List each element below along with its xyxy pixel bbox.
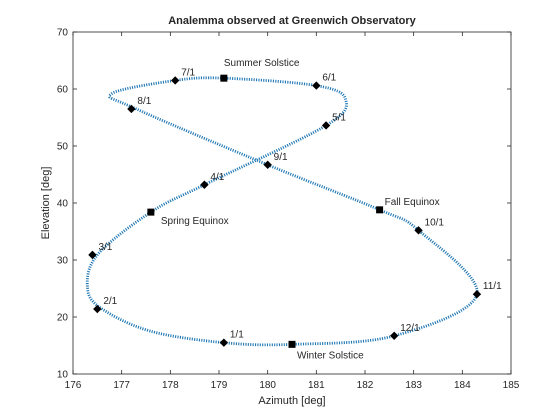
x-tick-label: 178 (162, 380, 179, 391)
marker-diamond-9-1 (263, 160, 272, 170)
marker-diamond-7-1 (171, 76, 180, 85)
x-tick-label: 185 (503, 380, 520, 391)
marker-diamond-2-1 (93, 304, 102, 314)
marker-diamond-12-1 (390, 331, 399, 341)
marker-diamond-8-1 (127, 104, 136, 114)
marker-label-6-1: 6/1 (322, 73, 336, 84)
marker-label-fall-equinox: Fall Equinox (385, 197, 440, 208)
marker-diamond-1-1 (219, 338, 229, 347)
marker-label-11-1: 11/1 (483, 281, 502, 292)
marker-diamond-6-1 (312, 81, 321, 90)
x-tick-label: 176 (65, 380, 82, 391)
x-tick-label: 181 (308, 380, 325, 391)
marker-label-10-1: 10/1 (425, 217, 445, 228)
axes-box (72, 31, 512, 375)
marker-diamond-11-1 (472, 290, 482, 299)
y-tick-label: 10 (57, 370, 69, 381)
marker-label-7-1: 7/1 (181, 67, 195, 78)
marker-label-2-1: 2/1 (103, 296, 117, 307)
marker-label-layer: 1/1 2/1 3/1 4/1 5/1 6/1 7/1 8/1 9/1 10/1 11/1 12/1 S… (98, 58, 502, 361)
marker-square-summer-solstice (220, 74, 228, 82)
x-tick-label: 182 (357, 380, 374, 391)
y-axis-label: Elevation [deg] (40, 167, 52, 240)
y-tick-label: 20 (57, 313, 69, 324)
marker-label-8-1: 8/1 (137, 96, 151, 107)
y-tick-label: 60 (57, 85, 69, 96)
marker-label-12-1: 12/1 (400, 323, 420, 334)
x-tick-label: 183 (405, 380, 422, 391)
marker-diamond-5-1 (321, 121, 331, 130)
chart-title: Analemma observed at Greenwich Observato… (168, 15, 416, 27)
marker-square-fall-equinox (376, 206, 384, 214)
marker-label-spring-equinox: Spring Equinox (161, 216, 229, 227)
marker-square-winter-solstice (288, 340, 296, 348)
x-tick-label: 177 (113, 380, 130, 391)
marker-label-1-1: 1/1 (230, 330, 244, 341)
marker-square-spring-equinox (147, 208, 155, 216)
y-tick-label: 30 (57, 256, 69, 267)
x-axis-label: Azimuth [deg] (258, 395, 325, 407)
marker-diamond-10-1 (414, 226, 423, 235)
marker-label-9-1: 9/1 (274, 152, 288, 163)
tick-marks (72, 31, 512, 375)
marker-label-4-1: 4/1 (210, 172, 224, 183)
marker-label-summer-solstice: Summer Solstice (224, 58, 300, 69)
marker-diamond-4-1 (200, 180, 209, 189)
y-tick-label: 40 (57, 199, 69, 210)
tick-labels: 176 177 178 179 180 181 182 183 184 185 10 20 30 40 50… (57, 28, 520, 392)
marker-diamond-3-1 (88, 250, 97, 260)
x-tick-label: 179 (211, 380, 228, 391)
x-tick-label: 180 (259, 380, 276, 391)
marker-layer (88, 74, 482, 348)
x-tick-label: 184 (454, 380, 471, 391)
marker-label-3-1: 3/1 (98, 242, 112, 253)
y-tick-label: 50 (57, 142, 69, 153)
plot-area: 176 177 178 179 180 181 182 183 184 185 10 20 30 40 50… (57, 28, 520, 392)
marker-label-5-1: 5/1 (332, 112, 346, 123)
marker-label-winter-solstice: Winter Solstice (297, 350, 364, 361)
y-tick-label: 70 (57, 28, 69, 39)
